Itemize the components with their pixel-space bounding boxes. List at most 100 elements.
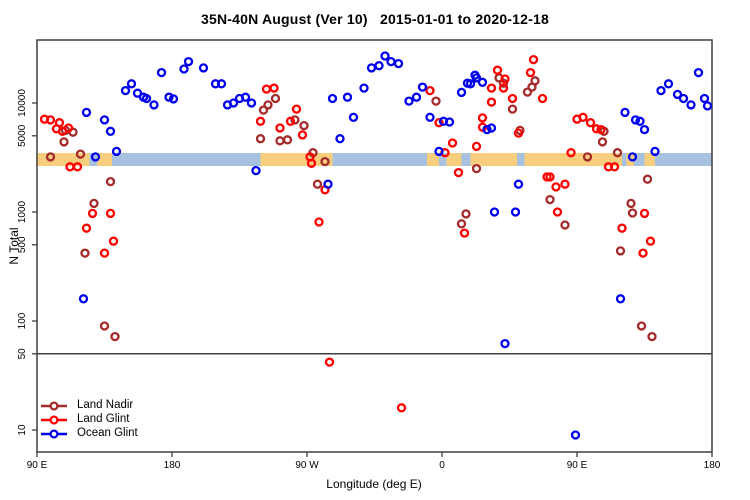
data-point-land_glint (275, 123, 285, 133)
data-point-ocean_glint (425, 112, 435, 122)
data-point-land_glint (578, 112, 588, 122)
data-point-land_glint (108, 236, 119, 246)
map-strip-segment-land (427, 153, 439, 166)
data-point-ocean_glint (366, 63, 377, 73)
data-point-ocean_glint (465, 79, 476, 89)
y-tick-label: 100 (17, 312, 28, 329)
map-strip-segment-land (470, 153, 517, 166)
y-tick-label: 10 (17, 424, 28, 436)
data-point-land_nadir (270, 93, 281, 104)
data-point-land_glint (477, 113, 488, 123)
x-tick-label: 180 (164, 460, 181, 471)
data-point-land_nadir (299, 120, 309, 131)
data-point-land_nadir (545, 194, 555, 205)
data-point-ocean_glint (348, 112, 359, 122)
data-point-ocean_glint (342, 92, 353, 102)
data-point-ocean_glint (246, 98, 257, 108)
data-point-ocean_glint (456, 87, 467, 98)
data-point-land_glint (639, 208, 650, 219)
data-point-land_glint (63, 123, 74, 133)
map-strip-segment-ocean (517, 153, 525, 166)
data-point-land_glint (434, 118, 444, 128)
data-point-land_nadir (498, 78, 509, 88)
data-point-land_nadir (582, 152, 593, 162)
data-point-land_glint (525, 67, 536, 78)
data-point-land_glint (425, 85, 435, 96)
y-tick-label: 1000 (17, 200, 28, 223)
data-point-ocean_glint (627, 152, 638, 162)
data-point-ocean_glint (678, 93, 689, 104)
data-point-land_nadir (456, 219, 467, 229)
map-strip-segment-ocean (439, 153, 447, 166)
data-point-land_glint (105, 208, 116, 219)
data-point-ocean_glint (477, 77, 488, 87)
data-point-ocean_glint (615, 294, 626, 304)
data-point-land_glint (447, 138, 458, 148)
data-point-land_nadir (105, 176, 116, 187)
data-point-ocean_glint (500, 338, 510, 349)
data-point-land_glint (261, 84, 272, 94)
data-point-ocean_glint (327, 93, 338, 104)
data-point-land_nadir (627, 208, 638, 218)
data-point-land_nadir (99, 321, 110, 331)
data-point-land_glint (45, 115, 56, 125)
data-point-land_glint (306, 158, 317, 168)
data-point-land_glint (560, 179, 570, 189)
legend-item-ocean-glint: Ocean Glint (40, 427, 138, 440)
data-point-land_glint (585, 118, 596, 128)
map-strip-segment-land (524, 153, 622, 166)
data-point-ocean_glint (417, 82, 428, 92)
y-tick-label: 50 (17, 348, 28, 360)
data-point-land_glint (396, 403, 407, 413)
data-point-ocean_glint (132, 88, 143, 98)
data-point-land_glint (645, 236, 656, 246)
x-tick-label: 90 E (27, 460, 48, 471)
data-point-ocean_glint (335, 134, 345, 144)
data-point-land_glint (492, 65, 503, 75)
data-point-ocean_glint (699, 93, 710, 104)
data-point-ocean_glint (482, 124, 492, 135)
data-point-land_glint (285, 116, 296, 126)
data-point-land_glint (528, 54, 539, 65)
data-point-ocean_glint (78, 294, 89, 304)
data-point-ocean_glint (672, 89, 683, 100)
data-point-land_glint (507, 93, 518, 104)
data-point-ocean_glint (404, 96, 414, 106)
data-point-land_glint (486, 83, 497, 93)
data-point-land_nadir (471, 163, 482, 174)
data-point-ocean_glint (120, 85, 131, 96)
data-point-ocean_glint (620, 107, 630, 118)
data-point-ocean_glint (374, 61, 384, 71)
data-point-land_nadir (560, 220, 570, 230)
data-point-land_nadir (263, 100, 273, 110)
data-point-ocean_glint (513, 179, 524, 189)
map-strip-segment-land (37, 153, 90, 166)
data-point-land_nadir (636, 321, 647, 331)
data-point-ocean_glint (693, 67, 704, 78)
chart-title: 35N-40N August (Ver 10) 2015-01-01 to 20… (201, 11, 549, 27)
data-point-land_nadir (59, 137, 69, 147)
data-point-ocean_glint (90, 152, 101, 162)
data-point-ocean_glint (228, 98, 239, 108)
plot-border (36, 39, 713, 453)
data-point-land_nadir (612, 148, 623, 158)
data-point-ocean_glint (111, 146, 122, 157)
x-tick-label: 180 (704, 460, 721, 471)
data-point-land_nadir (522, 87, 533, 97)
data-point-ocean_glint (702, 101, 713, 111)
x-tick-label: 90 E (567, 460, 588, 471)
map-strip-segment-land (644, 153, 655, 166)
x-axis-title: Longitude (deg E) (326, 477, 422, 491)
legend: Land Nadir Land Glint Ocean Glint (40, 399, 138, 440)
map-strip-segment-land (97, 153, 112, 166)
map-strip-segment-ocean (634, 153, 645, 166)
data-point-land_glint (324, 357, 335, 367)
legend-item-land-glint: Land Glint (40, 413, 138, 426)
data-point-ocean_glint (656, 85, 666, 96)
legend-marker-ocean-glint (41, 428, 67, 439)
data-point-land_glint (72, 162, 83, 172)
data-point-land_nadir (626, 198, 636, 209)
data-point-ocean_glint (444, 117, 455, 127)
data-point-ocean_glint (149, 100, 159, 110)
